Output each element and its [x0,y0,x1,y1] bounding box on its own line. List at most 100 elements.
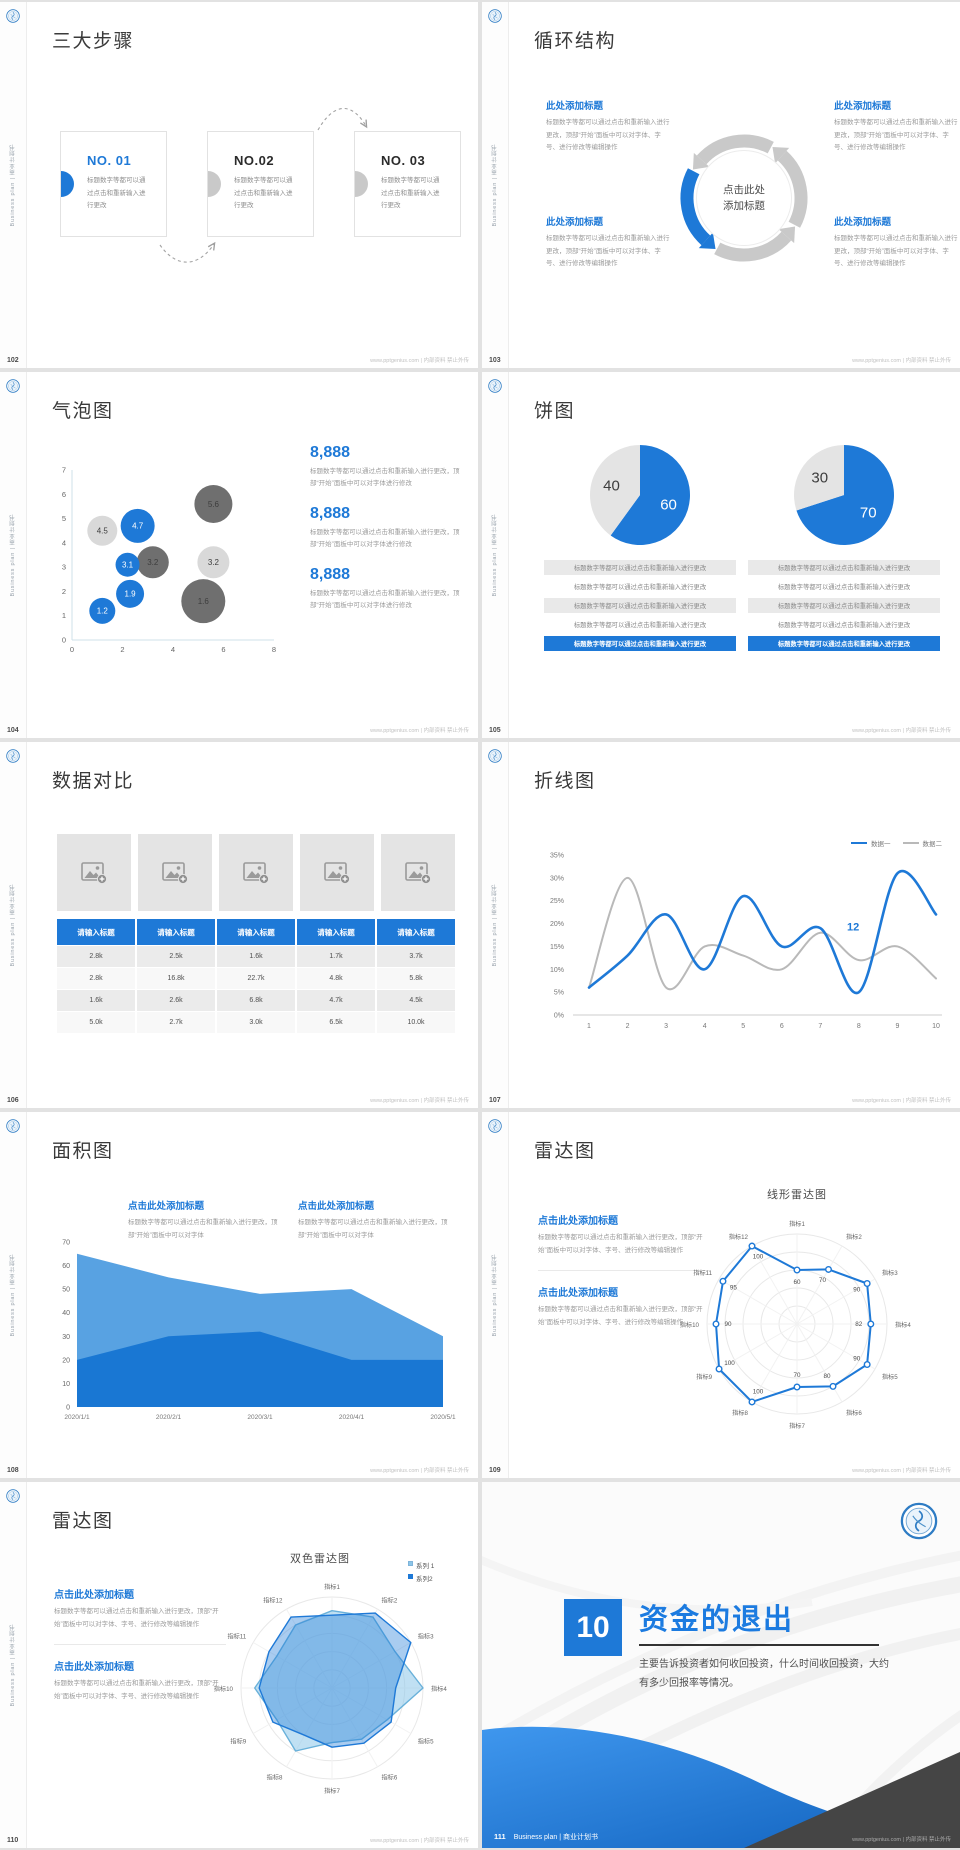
slide-105[interactable]: 饼图 60 40 标题数字等都可以通过点击和重新输入进行更改 标题数字等都可以通过点… [482,372,960,738]
pie-caption-row: 标题数字等都可以通过点击和重新输入进行更改 [748,598,940,613]
svg-text:40: 40 [603,478,620,495]
footer-site-text: www.pptgenius.com | 内部资料 禁止外传 [852,1468,951,1474]
svg-text:7: 7 [62,466,66,475]
section-body: 主要告诉投资者如何收回投资，什么时间收回投资，大约有多少回报率等情况。 [639,1659,889,1689]
pie-caption-row: 标题数字等都可以通过点击和重新输入进行更改 [544,636,736,651]
add-image-icon [405,861,432,884]
table-cell: 6.5k [297,1012,375,1033]
title-underline [639,1644,879,1646]
slide-104[interactable]: 气泡图 0 1 2 3 4 5 6 7 0 2 4 6 8 4.5 5.6 3.2 3.2 1.6 4.7 3.1 1.… [0,372,478,738]
svg-text:50: 50 [62,1287,70,1294]
svg-text:40: 40 [62,1310,70,1317]
slide-110[interactable]: 雷达图 点击此处添加标题 标题数字等都可以通过点击和重新输入进行更改，顶部“开始… [0,1482,478,1848]
svg-text:8: 8 [857,1023,861,1030]
image-placeholder [219,834,293,911]
sidebar-rail: Business plan | 商业计划书 [0,742,27,1108]
sidebar-vertical-text: Business plan | 商业计划书 [10,1253,16,1337]
highlight-body: 标题数字等都可以通过点击和重新输入进行更改，顶部“开始”面板中可以对字体进行修改 [310,590,460,610]
svg-text:5%: 5% [554,990,564,997]
brand-logo-icon [6,379,20,393]
radar-chart-title: 线形雷达图 [767,1189,827,1201]
brand-logo-svg [6,1489,20,1503]
brand-logo-icon [488,379,502,393]
highlight-value: 8,888 [310,444,351,461]
svg-text:指标3: 指标3 [882,1269,898,1277]
section-background-graphics [482,1550,960,1848]
slide-111[interactable]: 10 资金的退出 主要告诉投资者如何收回投资，什么时间收回投资，大约有多少回报率… [482,1482,960,1848]
slide-103[interactable]: 循环结构 此处添加标题 标题数字等都可以通过点击和重新输入进行更改，顶部“开始”… [482,2,960,368]
step-half-circle-icon [355,171,368,197]
cycle-center-label: 点击此处 添加标题 [696,150,792,246]
page-number: 103 [489,357,501,364]
table-cell: 1.6k [57,990,135,1011]
add-image-icon [162,861,189,884]
brand-logo-icon [6,9,20,23]
table-row: 5.0k 2.7k 3.0k 6.5k 10.0k [57,1012,455,1033]
svg-text:70: 70 [793,1372,801,1379]
slide-title: 面积图 [52,1141,114,1162]
add-image-icon [243,861,270,884]
slide-107[interactable]: 折线图 数据一 数据二 0% 5% 10% 15% 20% 25% 30% 35% 1 2 3 4 5 6… [482,742,960,1108]
svg-text:9: 9 [895,1023,899,1030]
step-number: NO.02 [234,153,275,168]
image-placeholder-row [57,834,455,911]
brand-logo-icon [6,749,20,763]
sidebar-rail: Business plan | 商业计划书 [0,2,27,368]
footer-site-text: www.pptgenius.com | 内部资料 禁止外传 [370,1838,469,1844]
legend-label: 数据一 [871,841,891,848]
block-heading: 此处添加标题 [546,101,604,112]
svg-text:1: 1 [587,1023,591,1030]
brand-logo-svg [6,379,20,393]
svg-text:30: 30 [62,1334,70,1341]
block-heading: 点击此处添加标题 [128,1201,205,1212]
table-cell: 6.8k [217,990,295,1011]
table-row: 2.8k 2.5k 1.6k 1.7k 3.7k [57,946,455,967]
svg-text:指标7: 指标7 [324,1787,340,1795]
svg-text:4: 4 [62,538,66,547]
block-heading: 此处添加标题 [834,217,892,228]
slide-106[interactable]: 数据对比 请输入标题 请输入标题 请输入标题 请输入标题 请输入标题 2.8k 2.5k 1.… [0,742,478,1108]
svg-text:4: 4 [171,645,175,654]
svg-text:指标1: 指标1 [789,1220,805,1228]
slide-109[interactable]: 雷达图 点击此处添加标题 标题数字等都可以通过点击和重新输入进行更改，顶部“开始… [482,1112,960,1478]
svg-text:95: 95 [730,1284,738,1291]
table-cell: 2.5k [137,946,215,967]
footer-site-text: www.pptgenius.com | 内部资料 禁止外传 [852,1837,951,1843]
brand-logo-icon [488,749,502,763]
section-footer: 111 Business plan | 商业计划书 [494,1832,598,1842]
page-number: 110 [7,1837,19,1844]
svg-text:指标4: 指标4 [431,1685,447,1693]
svg-text:指标8: 指标8 [267,1774,283,1782]
pie-caption-row: 标题数字等都可以通过点击和重新输入进行更改 [544,560,736,575]
table-row: 2.8k 16.8k 22.7k 4.8k 5.8k [57,968,455,989]
table-cell: 22.7k [217,968,295,989]
table-cell: 2.8k [57,968,135,989]
block-body: 标题数字等都可以通过点击和重新输入进行更改，顶部“开始”面板中可以对字体 [298,1219,448,1239]
block-body: 标题数字等都可以通过点击和重新输入进行更改，顶部“开始”面板中可以对字体、字号、… [546,235,670,268]
svg-text:2: 2 [626,1023,630,1030]
svg-text:2: 2 [62,587,66,596]
svg-text:60: 60 [660,496,677,513]
svg-text:30: 30 [811,469,828,486]
svg-text:2020/3/1: 2020/3/1 [247,1414,273,1421]
sidebar-vertical-text: Business plan | 商业计划书 [10,883,16,967]
svg-text:5: 5 [741,1023,745,1030]
svg-text:2020/4/1: 2020/4/1 [339,1414,365,1421]
block-body: 标题数字等都可以通过点击和重新输入进行更改，顶部“开始”面板中可以对字体 [128,1219,278,1239]
svg-text:2020/5/1: 2020/5/1 [430,1414,456,1421]
legend-item-series2: 数据二 [902,838,942,848]
table-cell: 16.8k [137,968,215,989]
sidebar-rail: Business plan | 商业计划书 [482,1112,509,1478]
sidebar-rail: Business plan | 商业计划书 [0,372,27,738]
radar-text-column: 点击此处添加标题 标题数字等都可以通过点击和重新输入进行更改，顶部“开始”面板中… [538,1212,710,1330]
table-cell: 1.6k [217,946,295,967]
image-placeholder [381,834,455,911]
slide-102[interactable]: 三大步骤 NO. 01 标题数字等都可以通过点击和重新输入进行更改 NO.02 … [0,2,478,368]
svg-text:30%: 30% [550,875,564,882]
legend-line-swatch-gray [902,842,919,844]
slide-108[interactable]: 面积图 点击此处添加标题 标题数字等都可以通过点击和重新输入进行更改，顶部“开始… [0,1112,478,1478]
slide-title: 折线图 [534,771,596,792]
svg-text:2020/1/1: 2020/1/1 [64,1414,90,1421]
brand-logo-svg [488,749,502,763]
footer-site-text: www.pptgenius.com | 内部资料 禁止外传 [370,1098,469,1104]
